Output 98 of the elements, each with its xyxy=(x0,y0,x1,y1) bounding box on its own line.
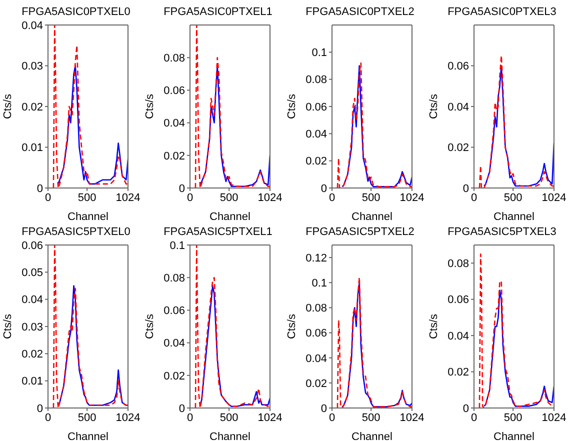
y-axis-title: Cts/s xyxy=(428,313,440,340)
y-tick-label: 0.08 xyxy=(306,302,327,315)
x-tick-label: 500 xyxy=(504,192,522,204)
y-tick-label: 0.1 xyxy=(312,47,327,60)
y-axis-title: Cts/s xyxy=(2,313,14,340)
x-axis-title: Channel xyxy=(494,211,534,223)
y-tick-label: 0.08 xyxy=(448,258,469,270)
chart-title: FPGA5ASIC5PTXEL3 xyxy=(446,226,558,240)
y-axis-title: Cts/s xyxy=(286,313,298,340)
x-tick-label: 1024 xyxy=(116,412,140,424)
y-axis-title: Cts/s xyxy=(144,93,156,120)
y-tick-label: 0 xyxy=(178,402,185,415)
chart-title: FPGA5ASIC0PTXEL3 xyxy=(446,6,558,20)
x-axis-title: Channel xyxy=(68,211,108,223)
x-axis-title: Channel xyxy=(352,431,392,441)
y-tick-label: 0.06 xyxy=(22,240,43,252)
x-tick-label: 0 xyxy=(470,412,478,424)
y-axis-title: Cts/s xyxy=(286,93,298,120)
y-axis-title: Cts/s xyxy=(2,93,14,120)
line-series xyxy=(58,65,128,185)
x-tick-label: 0 xyxy=(44,192,52,204)
x-tick-label: 0 xyxy=(328,192,336,204)
y-tick-label: 0 xyxy=(462,402,469,415)
y-tick-label: 0 xyxy=(320,402,327,415)
y-axis-title: Cts/s xyxy=(428,93,440,120)
chart-title: FPGA5ASIC0PTXEL0 xyxy=(20,6,132,20)
y-tick-label: 0.02 xyxy=(448,142,469,154)
y-tick-label: 0.04 xyxy=(306,352,327,365)
x-tick-label: 1024 xyxy=(400,412,424,424)
y-tick-label: 0.12 xyxy=(306,252,327,264)
x-axis-title: Channel xyxy=(68,431,108,441)
y-tick-label: 0.02 xyxy=(164,370,185,382)
chart-title: FPGA5ASIC5PTXEL2 xyxy=(304,226,416,240)
x-tick-label: 1024 xyxy=(258,192,282,204)
x-axis-title: Channel xyxy=(352,211,392,223)
y-tick-label: 0.06 xyxy=(164,85,185,98)
y-tick-label: 0 xyxy=(462,182,469,195)
chart-title: FPGA5ASIC5PTXEL0 xyxy=(20,226,132,240)
y-tick-label: 0 xyxy=(36,402,43,415)
x-tick-label: 0 xyxy=(328,412,336,424)
y-tick-label: 0.02 xyxy=(448,366,469,379)
chart-title: FPGA5ASIC0PTXEL2 xyxy=(304,6,416,20)
y-tick-label: 0.01 xyxy=(22,142,43,154)
y-tick-label: 0.06 xyxy=(448,60,469,73)
x-tick-label: 500 xyxy=(220,412,238,424)
y-tick-label: 0.04 xyxy=(164,118,185,130)
y-tick-label: 0.08 xyxy=(164,272,185,285)
y-tick-label: 0.1 xyxy=(312,278,327,290)
x-tick-label: 1024 xyxy=(542,412,566,424)
line-series xyxy=(484,290,554,407)
y-tick-label: 0.05 xyxy=(22,267,43,280)
x-tick-label: 1024 xyxy=(400,192,424,204)
y-tick-label: 0.06 xyxy=(448,294,469,306)
y-tick-label: 0 xyxy=(320,182,327,195)
y-tick-label: 0.02 xyxy=(164,150,185,162)
chart-title: FPGA5ASIC0PTXEL1 xyxy=(162,6,274,20)
y-tick-label: 0.04 xyxy=(164,338,185,350)
x-axis-title: Channel xyxy=(494,431,534,441)
line-series xyxy=(200,65,270,188)
y-tick-label: 0.04 xyxy=(448,101,469,114)
chart-title: FPGA5ASIC5PTXEL1 xyxy=(162,226,274,240)
x-tick-label: 0 xyxy=(186,412,194,424)
y-tick-label: 0.03 xyxy=(22,60,43,73)
x-tick-label: 1024 xyxy=(542,192,566,204)
y-tick-label: 0.02 xyxy=(22,348,43,361)
y-axis-title: Cts/s xyxy=(144,313,156,340)
y-tick-label: 0.03 xyxy=(22,321,43,334)
line-series xyxy=(200,285,270,408)
y-tick-label: 0.04 xyxy=(448,330,469,342)
y-tick-label: 0.06 xyxy=(306,328,327,340)
y-tick-label: 0.04 xyxy=(22,294,43,306)
y-tick-label: 0.02 xyxy=(306,156,327,168)
x-tick-label: 500 xyxy=(362,412,380,424)
x-tick-label: 500 xyxy=(504,412,522,424)
y-tick-label: 0.1 xyxy=(170,240,185,252)
y-tick-label: 0 xyxy=(178,182,185,195)
x-tick-label: 500 xyxy=(78,192,96,204)
y-tick-label: 0.04 xyxy=(22,20,43,32)
y-tick-label: 0.02 xyxy=(306,378,327,390)
y-tick-label: 0.08 xyxy=(306,74,327,86)
x-tick-label: 1024 xyxy=(258,412,282,424)
x-axis-title: Channel xyxy=(210,431,250,441)
x-tick-label: 500 xyxy=(78,412,96,424)
y-tick-label: 0.01 xyxy=(22,376,43,388)
y-tick-label: 0.08 xyxy=(164,52,185,65)
x-tick-label: 0 xyxy=(470,192,478,204)
x-axis-title: Channel xyxy=(210,211,250,223)
y-tick-label: 0.06 xyxy=(306,101,327,114)
y-tick-label: 0.02 xyxy=(22,101,43,114)
y-tick-label: 0.04 xyxy=(306,128,327,141)
x-tick-label: 500 xyxy=(362,192,380,204)
x-tick-label: 0 xyxy=(44,412,52,424)
y-tick-label: 0.06 xyxy=(164,305,185,318)
x-tick-label: 1024 xyxy=(116,192,140,204)
y-tick-label: 0 xyxy=(36,182,43,195)
x-tick-label: 0 xyxy=(186,192,194,204)
x-tick-label: 500 xyxy=(220,192,238,204)
line-series xyxy=(478,253,554,408)
